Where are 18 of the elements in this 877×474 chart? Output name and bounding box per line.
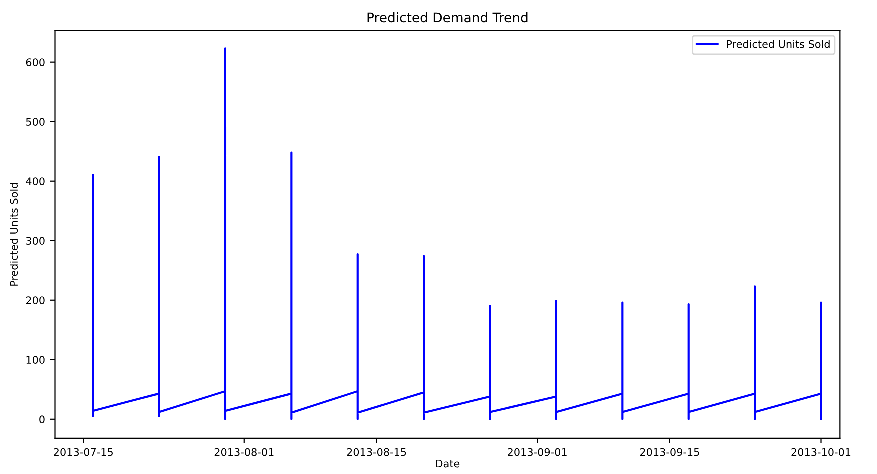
legend-label: Predicted Units Sold (727, 40, 830, 48)
x-tick-label: 2013-08-01 (214, 448, 274, 456)
x-tick-label: 2013-09-15 (640, 448, 700, 456)
x-tick-label: 2013-10-01 (792, 448, 851, 456)
y-tick-label: 0 (40, 416, 45, 424)
y-tick-label: 300 (26, 237, 45, 245)
chart-title: Predicted Demand Trend (368, 12, 528, 23)
line-series (92, 48, 822, 420)
y-tick-label: 100 (26, 356, 45, 364)
y-tick-label: 600 (26, 58, 45, 66)
y-tick-label: 200 (26, 296, 45, 304)
x-tick-label: 2013-08-15 (347, 448, 406, 456)
x-tick-label: 2013-07-15 (54, 448, 113, 456)
y-tick-label: 500 (26, 118, 45, 126)
y-axis-title: Predicted Units Sold (10, 183, 18, 286)
x-tick-label: 2013-09-01 (508, 448, 567, 456)
x-axis-title: Date (436, 460, 460, 468)
y-tick-label: 400 (26, 178, 45, 186)
